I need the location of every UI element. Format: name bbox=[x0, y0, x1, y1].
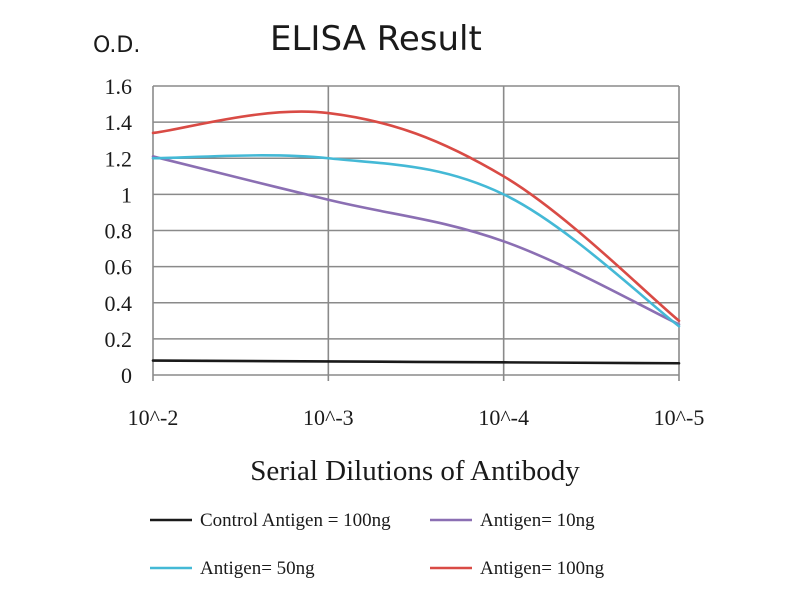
series-line-2 bbox=[151, 155, 681, 326]
y-tick-labels: 0 0.2 0.4 0.6 0.8 1 1.2 1.4 1.6 bbox=[105, 74, 133, 388]
series-lines bbox=[151, 110, 681, 365]
legend-label: Antigen= 10ng bbox=[480, 510, 595, 531]
x-tick-label: 10^-2 bbox=[128, 405, 179, 430]
legend: Control Antigen = 100ng Antigen= 10ng Anti… bbox=[150, 510, 605, 579]
x-tick-label: 10^-5 bbox=[654, 405, 705, 430]
axes bbox=[152, 86, 680, 381]
y-tick-label: 0.8 bbox=[105, 219, 133, 244]
y-tick-label: 0.2 bbox=[105, 327, 133, 352]
y-axis-label: O.D. bbox=[93, 33, 140, 58]
y-tick-label: 1 bbox=[121, 182, 132, 207]
chart-title: ELISA Result bbox=[270, 19, 482, 59]
legend-label: Control Antigen = 100ng bbox=[200, 510, 391, 531]
y-tick-label: 0.4 bbox=[105, 291, 133, 316]
series-line-4 bbox=[151, 110, 681, 323]
legend-label: Antigen= 50ng bbox=[200, 558, 315, 579]
y-tick-label: 0 bbox=[121, 363, 132, 388]
series-line-1 bbox=[151, 359, 681, 365]
gridlines bbox=[153, 85, 680, 375]
x-axis-label: Serial Dilutions of Antibody bbox=[250, 455, 580, 487]
x-tick-label: 10^-4 bbox=[478, 405, 529, 430]
y-tick-label: 1.2 bbox=[105, 146, 133, 171]
y-tick-label: 1.4 bbox=[105, 110, 133, 135]
x-tick-labels: 10^-2 10^-3 10^-4 10^-5 bbox=[128, 405, 705, 430]
legend-label: Antigen= 100ng bbox=[480, 558, 605, 579]
series-line-3 bbox=[151, 154, 681, 328]
y-tick-label: 1.6 bbox=[105, 74, 133, 99]
y-tick-label: 0.6 bbox=[105, 255, 133, 280]
x-tick-label: 10^-3 bbox=[303, 405, 354, 430]
